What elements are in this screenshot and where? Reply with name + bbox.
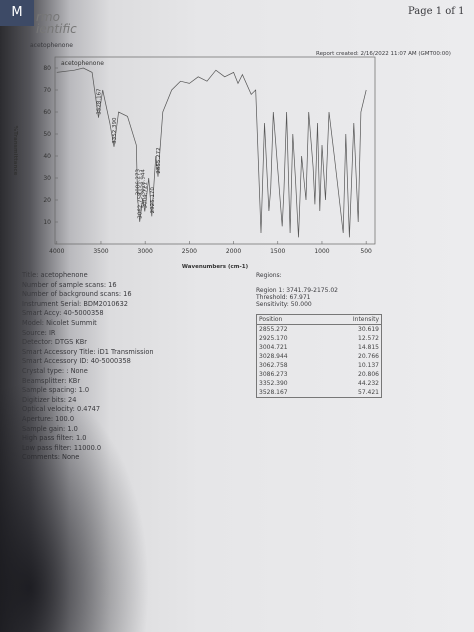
x-tick-label: 500 (360, 248, 372, 255)
table-header: Position Intensity (256, 315, 382, 325)
doc-title: acetophenone (30, 42, 73, 49)
x-tick-label: 1000 (314, 248, 329, 255)
x-tick-label: 4000 (49, 248, 64, 255)
table-row: 2855.272 30.619 (257, 325, 382, 335)
peak-label: 3086.273 (136, 168, 142, 195)
x-tick-label: 1500 (270, 248, 285, 255)
y-tick-label: 20 (43, 197, 51, 204)
y-tick-label: 40 (43, 153, 51, 160)
plot-frame (54, 56, 376, 245)
info-line: Model: Nicolet Summit (22, 319, 97, 327)
peak-label: 3062.758 (138, 192, 144, 219)
cell: 3528.167 (259, 389, 288, 396)
cell: 3028.944 (259, 353, 288, 360)
y-tick-label: 70 (43, 87, 51, 94)
cell: 3352.390 (259, 380, 288, 387)
y-tick-label: 60 (43, 109, 51, 116)
info-line: Title: acetophenone (22, 271, 88, 279)
region-line: Sensitivity: 50.000 (256, 301, 312, 308)
logo: rmo (36, 10, 60, 24)
peak-label: 3028.944 (141, 169, 147, 196)
info-line: Instrument Serial: BDM2010632 (22, 299, 129, 308)
report-date: Report created: 2/16/2022 11:07 AM (GMT0… (316, 51, 451, 57)
header-cell: Intensity (352, 316, 379, 323)
table-row: 3528.167 57.421 (257, 388, 382, 398)
shadow (0, 380, 150, 632)
info-line: Detector: DTGS KBr (22, 338, 87, 347)
table-row: 3086.273 20.806 (257, 370, 382, 379)
cell: 44.232 (358, 380, 379, 387)
peak-table: Position Intensity 2855.272 30.619 2925.170 1… (256, 314, 382, 398)
cell: 14.815 (358, 344, 379, 351)
region-line: Threshold: 67.971 (256, 294, 311, 301)
cell: 20.766 (358, 353, 379, 360)
y-axis-label: %Transmittance (12, 126, 18, 176)
info-line: Smart Accessory ID: 40-5000358 (22, 357, 131, 366)
peak-label: 3004.721 (143, 182, 149, 208)
peak-label: 3352.390 (112, 117, 118, 144)
cell: 30.619 (358, 326, 379, 333)
table-row: 2925.170 12.572 (257, 334, 382, 343)
app-icon: M (0, 0, 34, 26)
y-tick-label: 80 (43, 65, 51, 72)
table-row: 3062.758 10.137 (257, 361, 382, 370)
table-row: 3028.944 20.766 (257, 352, 382, 361)
x-tick-label: 2500 (182, 248, 197, 255)
x-tick-label: 2000 (226, 248, 241, 255)
table-row: 3004.721 14.815 (257, 343, 382, 352)
info-line: Source: IR (22, 328, 56, 337)
spectrum-line (56, 67, 367, 238)
cell: 57.421 (358, 389, 379, 396)
cell: 20.806 (358, 371, 379, 378)
info-line: Smart Accy: 40-5000358 (22, 309, 104, 318)
x-axis-label: Wavenumbers (cm-1) (182, 264, 249, 270)
y-tick-label: 50 (43, 131, 51, 138)
region-line: Region 1: 3741.79-2175.02 (256, 287, 338, 294)
cell: 12.572 (358, 335, 379, 342)
cell: 2855.272 (259, 326, 288, 333)
info-line: Number of background scans: 16 (22, 290, 132, 299)
peak-label: 2855.272 (156, 147, 162, 173)
y-tick-label: 30 (43, 175, 51, 182)
cell: 3004.721 (259, 344, 288, 351)
table-row: 3352.390 44.232 (257, 379, 382, 388)
peak-label: 3528.167 (96, 88, 102, 115)
x-tick-label: 3000 (138, 248, 153, 255)
chart-label: acetophenone (61, 60, 104, 67)
cell: 10.137 (358, 362, 379, 369)
page-number: Page 1 of 1 (408, 6, 465, 17)
info-line: Smart Accessory Title: iD1 Transmission (22, 347, 154, 356)
x-tick-label: 3500 (93, 248, 108, 255)
header-cell: Position (259, 316, 283, 323)
info-line: Number of sample scans: 16 (22, 280, 117, 289)
cell: 2925.170 (259, 335, 288, 342)
y-tick-label: 10 (43, 219, 51, 226)
spectrum-chart: 10 20 30 40 50 60 70 80 4000 3500 3000 2500 2000 1500… (12, 56, 376, 270)
logo: ientific (36, 22, 77, 36)
cell: 3086.273 (259, 371, 288, 378)
peak-label: 2925.170 (150, 187, 156, 214)
cell: 3062.758 (259, 362, 288, 369)
info-line: Crystal type: : None (22, 367, 88, 375)
region-line: Regions: (256, 272, 282, 279)
